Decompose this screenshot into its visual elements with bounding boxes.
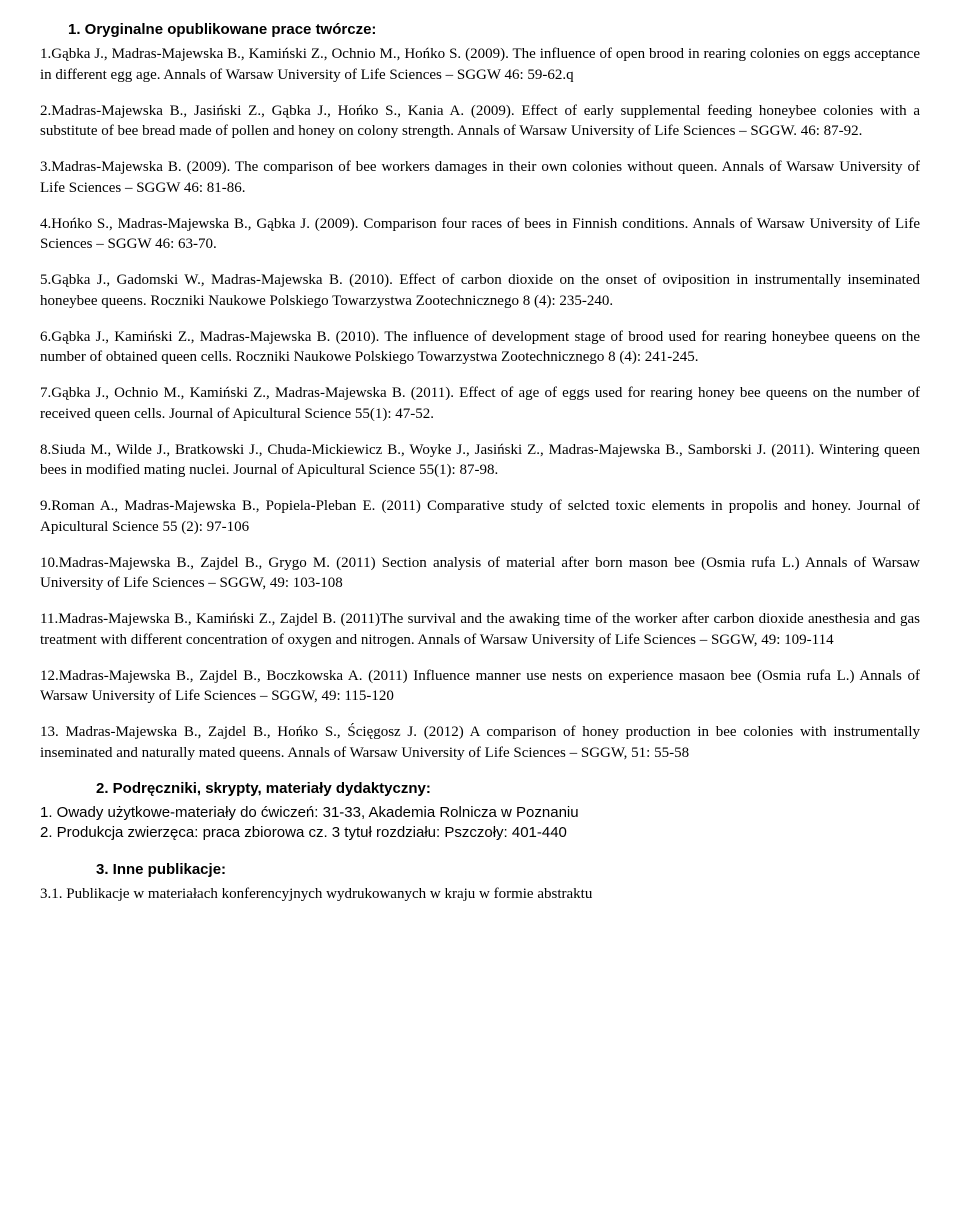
pub-item-2: 2.Madras-Majewska B., Jasiński Z., Gąbka… <box>40 101 920 142</box>
pub-item-10: 10.Madras-Majewska B., Zajdel B., Grygo … <box>40 553 920 594</box>
pub-item-12: 12.Madras-Majewska B., Zajdel B., Boczko… <box>40 666 920 707</box>
pub-item-8: 8.Siuda M., Wilde J., Bratkowski J., Chu… <box>40 440 920 481</box>
section3-heading: 3. Inne publikacje: <box>96 860 920 880</box>
pub-item-6: 6.Gąbka J., Kamiński Z., Madras-Majewska… <box>40 327 920 368</box>
section1-heading: 1. Oryginalne opublikowane prace twórcze… <box>68 20 920 40</box>
pub-item-3: 3.Madras-Majewska B. (2009). The compari… <box>40 157 920 198</box>
section2-item-1: 1. Owady użytkowe-materiały do ćwiczeń: … <box>40 803 920 823</box>
pub-item-13: 13. Madras-Majewska B., Zajdel B., Hońko… <box>40 722 920 763</box>
pub-item-4: 4.Hońko S., Madras-Majewska B., Gąbka J.… <box>40 214 920 255</box>
pub-item-5: 5.Gąbka J., Gadomski W., Madras-Majewska… <box>40 270 920 311</box>
section3-sub: 3.1. Publikacje w materiałach konferency… <box>40 884 920 904</box>
pub-item-1: 1.Gąbka J., Madras-Majewska B., Kamiński… <box>40 44 920 85</box>
pub-item-9: 9.Roman A., Madras-Majewska B., Popiela-… <box>40 496 920 537</box>
section2-item-2: 2. Produkcja zwierzęca: praca zbiorowa c… <box>40 823 920 843</box>
pub-item-7: 7.Gąbka J., Ochnio M., Kamiński Z., Madr… <box>40 383 920 424</box>
pub-item-11: 11.Madras-Majewska B., Kamiński Z., Zajd… <box>40 609 920 650</box>
section2-heading: 2. Podręczniki, skrypty, materiały dydak… <box>96 779 920 799</box>
